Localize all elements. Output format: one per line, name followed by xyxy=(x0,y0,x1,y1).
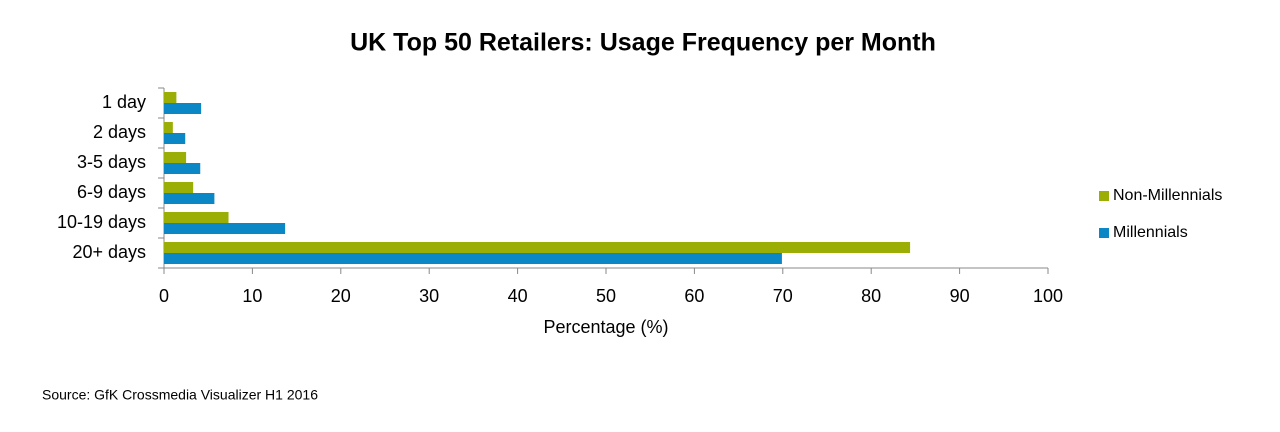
legend-swatch xyxy=(1099,228,1109,238)
bar xyxy=(164,253,782,264)
bar xyxy=(164,92,177,103)
x-tick-label: 50 xyxy=(596,286,616,306)
x-tick-label: 80 xyxy=(861,286,881,306)
bar xyxy=(164,103,202,114)
legend-label: Millennials xyxy=(1113,224,1188,241)
source-note: Source: GfK Crossmedia Visualizer H1 201… xyxy=(42,387,318,403)
bar xyxy=(164,182,194,193)
y-tick-label: 6-9 days xyxy=(77,182,146,202)
y-tick-label: 2 days xyxy=(93,122,146,142)
bar xyxy=(164,152,187,163)
x-tick-label: 30 xyxy=(419,286,439,306)
y-tick-label: 3-5 days xyxy=(77,152,146,172)
bar xyxy=(164,242,911,253)
bar xyxy=(164,122,173,133)
y-tick-label: 10-19 days xyxy=(57,212,146,232)
legend-swatch xyxy=(1099,191,1109,201)
legend-label: Non-Millennials xyxy=(1113,187,1222,204)
y-tick-label: 20+ days xyxy=(72,242,146,262)
x-tick-label: 60 xyxy=(684,286,704,306)
x-tick-label: 100 xyxy=(1033,286,1063,306)
x-tick-label: 20 xyxy=(331,286,351,306)
bar xyxy=(164,163,201,174)
x-tick-label: 10 xyxy=(242,286,262,306)
x-tick-label: 90 xyxy=(950,286,970,306)
y-tick-label: 1 day xyxy=(102,92,146,112)
bar xyxy=(164,212,229,223)
bar xyxy=(164,223,286,234)
bar xyxy=(164,133,186,144)
chart-title: UK Top 50 Retailers: Usage Frequency per… xyxy=(350,29,936,57)
x-axis-label: Percentage (%) xyxy=(543,317,668,337)
x-tick-label: 40 xyxy=(508,286,528,306)
x-tick-label: 70 xyxy=(773,286,793,306)
bar xyxy=(164,193,215,204)
x-tick-label: 0 xyxy=(159,286,169,306)
